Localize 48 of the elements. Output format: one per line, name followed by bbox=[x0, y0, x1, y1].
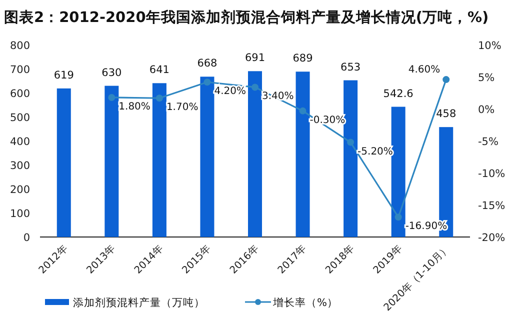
data-label: 542.6 bbox=[383, 88, 414, 100]
data-label: 4.60% bbox=[408, 64, 440, 76]
bar bbox=[296, 72, 310, 237]
bar bbox=[152, 83, 166, 237]
data-label: 653 bbox=[340, 61, 361, 74]
data-label: 689 bbox=[292, 52, 313, 65]
y2-tick-label: 5% bbox=[478, 72, 495, 84]
data-label: 668 bbox=[197, 58, 218, 70]
y2-tick-label: -15% bbox=[478, 200, 506, 212]
point bbox=[204, 78, 211, 86]
y-tick-label: 100 bbox=[10, 208, 30, 220]
bar bbox=[200, 76, 214, 237]
bar bbox=[391, 106, 406, 237]
y-tick-label: 600 bbox=[10, 88, 30, 100]
y-tick-label: 0 bbox=[23, 232, 30, 244]
y-tick-label: 800 bbox=[10, 40, 30, 52]
legend-label: 添加剂预混料产量（万吨） bbox=[73, 296, 205, 309]
point bbox=[108, 94, 116, 101]
data-label: 630 bbox=[102, 66, 122, 79]
data-label: 619 bbox=[54, 69, 74, 82]
y2-tick-label: -20% bbox=[478, 232, 506, 244]
y2-tick-label: 10% bbox=[478, 40, 502, 52]
chart-title: 图表2：2012-2020年我国添加剂预混合饲料产量及增长情况(万吨，%) bbox=[4, 8, 489, 26]
point bbox=[394, 214, 402, 221]
bar bbox=[248, 71, 262, 237]
y-tick-label: 700 bbox=[10, 64, 30, 76]
data-label: 691 bbox=[244, 52, 266, 64]
data-label: 641 bbox=[149, 64, 170, 76]
y2-tick-label: 0% bbox=[478, 104, 495, 116]
y-tick-label: 300 bbox=[10, 160, 30, 172]
data-label: 4.20% bbox=[214, 86, 246, 98]
y2-tick-label: -5% bbox=[478, 136, 498, 148]
data-label: 1.80% bbox=[118, 101, 150, 112]
y2-tick-label: -10% bbox=[478, 168, 506, 180]
point bbox=[442, 76, 450, 84]
bar bbox=[56, 88, 71, 237]
y-tick-label: 500 bbox=[10, 112, 30, 124]
bar bbox=[104, 86, 119, 237]
data-label: 458 bbox=[436, 108, 456, 120]
point bbox=[299, 107, 306, 114]
data-label: 1.70% bbox=[166, 102, 198, 114]
y-tick-label: 400 bbox=[10, 136, 30, 148]
point bbox=[252, 84, 258, 91]
point bbox=[156, 94, 163, 102]
y-tick-label: 200 bbox=[10, 184, 30, 196]
legend-label: 增长率（%） bbox=[272, 296, 338, 309]
bar bbox=[344, 80, 358, 237]
point bbox=[347, 138, 354, 146]
